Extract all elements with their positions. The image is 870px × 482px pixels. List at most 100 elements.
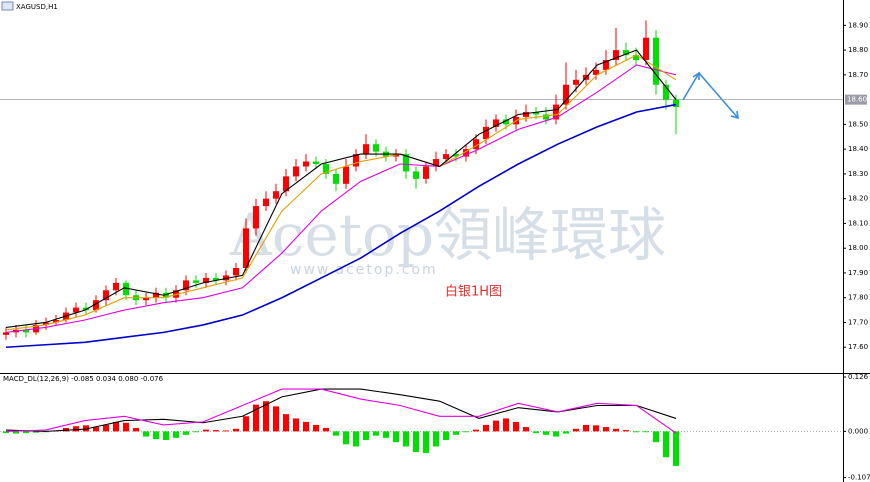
- macd-bar: [3, 431, 9, 434]
- macd-bar: [493, 420, 499, 432]
- y-tick-label: 18.10: [848, 219, 868, 227]
- candle-body: [213, 277, 219, 281]
- macd-bar: [653, 431, 659, 443]
- candle-body: [613, 50, 619, 60]
- macd-bar: [73, 426, 79, 432]
- watermark-url: www.acetop.com: [290, 262, 438, 278]
- indicator-line: [5, 49, 677, 328]
- macd-bar: [93, 427, 99, 432]
- candle-body: [543, 114, 549, 120]
- candle-body: [403, 154, 409, 172]
- arrow-up: [682, 72, 700, 101]
- macd-bar: [133, 427, 139, 432]
- candle-body: [73, 307, 79, 313]
- macd-bar: [193, 431, 199, 433]
- candle-body: [163, 292, 169, 298]
- y-tick-label: 17.80: [848, 294, 868, 302]
- macd-bar: [513, 421, 519, 432]
- candle-body: [123, 282, 129, 296]
- macd-bar: [263, 401, 269, 432]
- y-tick-label: 18.90: [848, 21, 868, 29]
- current-price-box: [845, 94, 867, 105]
- macd-bar: [283, 414, 289, 432]
- candle-body: [413, 171, 419, 179]
- candle-body: [243, 228, 249, 268]
- candle-body: [273, 191, 279, 199]
- candle-body: [673, 99, 679, 108]
- macd-bar: [623, 430, 629, 432]
- candle-body: [623, 50, 629, 56]
- macd-bar: [473, 429, 479, 432]
- macd-bar: [213, 430, 219, 432]
- macd-bar: [453, 431, 459, 435]
- candle-body: [493, 119, 499, 127]
- macd-bar: [553, 431, 559, 437]
- macd-bar: [353, 431, 359, 447]
- candle-body: [203, 277, 209, 283]
- candle-body: [503, 119, 509, 125]
- forecast-arrow: [682, 71, 739, 120]
- macd-bar: [483, 424, 489, 432]
- candle-body: [473, 139, 479, 150]
- current-price-label: 18.60: [847, 96, 867, 104]
- candle-body: [653, 37, 659, 85]
- macd-bar: [293, 418, 299, 432]
- y-tick-label: 0.126: [848, 373, 869, 381]
- indicator-line: [5, 54, 677, 331]
- macd-bar: [583, 424, 589, 432]
- macd-bar: [563, 431, 569, 434]
- candle-body: [463, 149, 469, 157]
- candle-body: [293, 166, 299, 177]
- candle-body: [113, 282, 119, 291]
- indicator-line: [5, 64, 677, 333]
- candle-body: [223, 275, 229, 281]
- candle-body: [93, 300, 99, 311]
- indicator-title: MACD_DL(12,26,9) -0.085 0.034 0.080 -0.0…: [3, 375, 164, 383]
- candle-body: [523, 112, 529, 117]
- candle-body: [343, 166, 349, 184]
- symbol-icon: [1, 1, 14, 11]
- macd-bar: [33, 431, 39, 433]
- macd-bar: [183, 431, 189, 435]
- macd-bar: [443, 431, 449, 441]
- macd-bar: [243, 416, 249, 432]
- macd-bar: [203, 429, 209, 432]
- macd-bar: [343, 431, 349, 445]
- macd-bar: [433, 431, 439, 447]
- candle-body: [603, 60, 609, 70]
- candle-body: [263, 198, 269, 207]
- macd-bar: [383, 431, 389, 438]
- macd-bar: [113, 421, 119, 432]
- y-tick-label: 18.40: [848, 145, 868, 153]
- y-tick-label: 18.80: [848, 46, 868, 54]
- candle-body: [153, 292, 159, 298]
- macd-bar: [613, 428, 619, 432]
- macd-bar: [393, 431, 399, 443]
- candle-body: [173, 290, 179, 298]
- macd-bar: [163, 431, 169, 441]
- macd-bar: [503, 418, 509, 432]
- candle-body: [533, 112, 539, 115]
- candle-body: [53, 320, 59, 323]
- macd-bar: [593, 425, 599, 432]
- macd-bar: [463, 431, 469, 433]
- macd-bar: [123, 422, 129, 432]
- macd-bar: [603, 427, 609, 432]
- y-tick-label: 17.90: [848, 269, 868, 277]
- y-tick-label: 18.50: [848, 120, 868, 128]
- watermark: Acetop領峰環球: [229, 201, 666, 269]
- macd-bar: [173, 431, 179, 438]
- macd-bar: [523, 427, 529, 432]
- candle-body: [663, 84, 669, 100]
- y-tick-label: 0.000: [848, 427, 868, 435]
- macd-bar: [103, 424, 109, 432]
- macd-bar: [83, 425, 89, 432]
- y-tick-label: 17.70: [848, 318, 868, 326]
- candle-body: [553, 104, 559, 120]
- macd-bar: [23, 431, 29, 434]
- candle-body: [643, 37, 649, 60]
- macd-bar: [533, 431, 539, 434]
- macd-bar: [543, 431, 549, 435]
- candle-body: [193, 280, 199, 283]
